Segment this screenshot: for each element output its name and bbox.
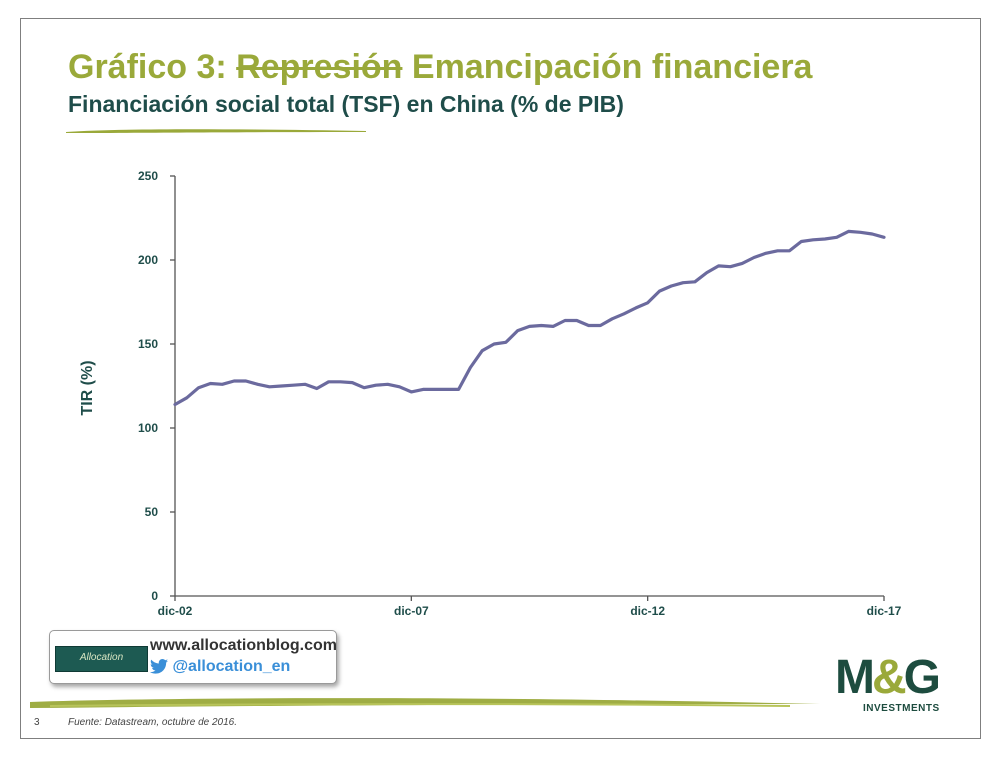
x-tick-label: dic-12 <box>630 604 665 618</box>
page-number: 3 <box>34 717 40 728</box>
y-tick-label: 0 <box>151 589 158 603</box>
x-tick-label: dic-17 <box>867 604 902 618</box>
twitter-link[interactable]: @allocation_en <box>150 658 290 676</box>
allocation-logo-text: Allocation <box>79 652 124 663</box>
allocation-logo: Allocation <box>55 646 148 672</box>
mg-logo-mark: M&G <box>835 651 941 704</box>
x-axis: dic-02 dic-07 dic-12 dic-17 <box>158 595 902 618</box>
y-tick-label: 250 <box>138 169 158 183</box>
y-axis-label: TIR (%) <box>79 360 96 415</box>
y-tick-label: 150 <box>138 337 158 351</box>
title-prefix: Gráfico 3: <box>68 48 227 86</box>
title-struck-word: Represión <box>236 48 403 86</box>
series-line-tsf <box>173 229 886 407</box>
title-suffix: Emancipación financiera <box>411 48 813 86</box>
y-tick-label: 50 <box>145 505 159 519</box>
page-subtitle: Financiación social total (TSF) en China… <box>68 91 624 117</box>
footer-swoosh <box>30 698 820 708</box>
x-tick-label: dic-07 <box>394 604 429 618</box>
y-tick-label: 100 <box>138 421 158 435</box>
mg-logo-subtext: INVESTMENTS <box>863 703 940 714</box>
twitter-bird-icon <box>150 659 168 674</box>
series-group <box>173 229 886 407</box>
title-underline-swoosh <box>66 129 366 133</box>
mg-investments-logo: M&G INVESTMENTS <box>835 650 950 720</box>
blog-link[interactable]: www.allocationblog.com <box>150 637 337 654</box>
chart: 0 50 100 150 200 250 dic-02 dic-07 dic-12 dic-17… <box>79 169 902 618</box>
x-tick-label: dic-02 <box>158 604 193 618</box>
slide-frame <box>20 18 981 739</box>
page-title: Gráfico 3: Represión Emancipación financ… <box>68 48 812 87</box>
footer-info-box: Allocation www.allocationblog.com @alloc… <box>49 630 337 684</box>
source-note: Fuente: Datastream, octubre de 2016. <box>68 717 237 728</box>
twitter-handle: @allocation_en <box>172 658 291 675</box>
y-axis: 0 50 100 150 200 250 <box>138 169 176 603</box>
y-tick-label: 200 <box>138 253 158 267</box>
